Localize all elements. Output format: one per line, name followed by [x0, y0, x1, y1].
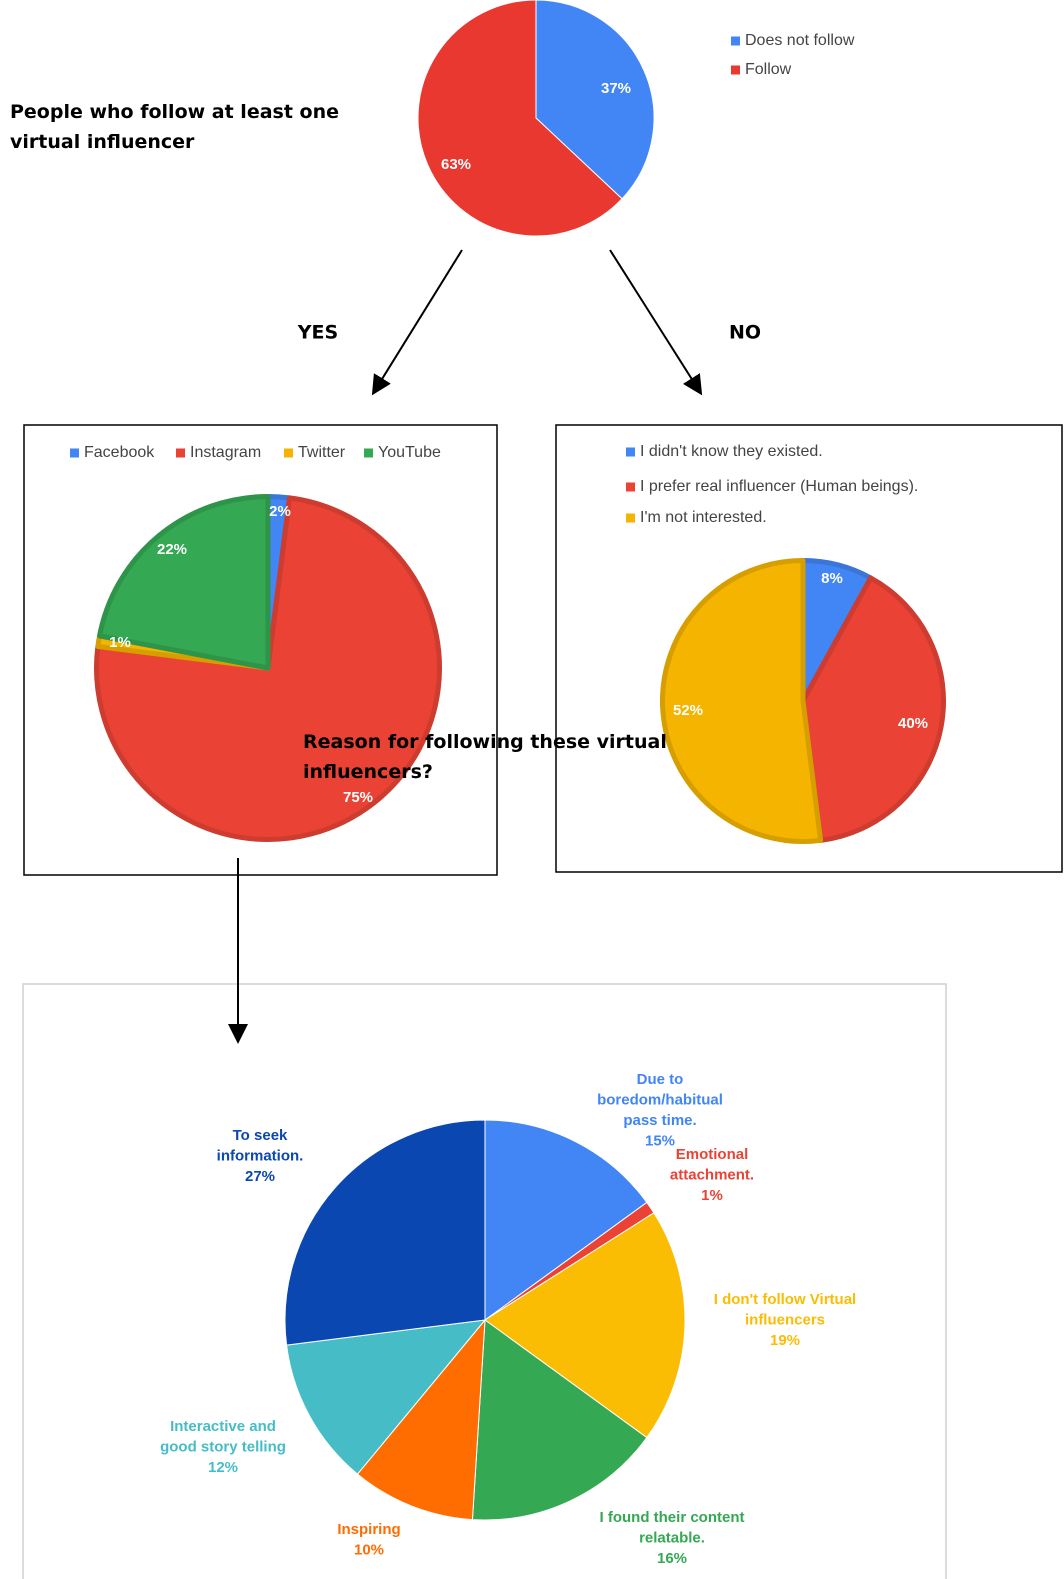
pie-slice [800, 575, 946, 843]
annotation: YES [297, 322, 338, 344]
slice-label: 1% [109, 634, 131, 651]
slice-label: 16% [657, 1550, 687, 1567]
slice-category: Emotional attachment. [670, 1146, 754, 1184]
slice-category: I don't follow Virtual influencers [714, 1291, 856, 1329]
arrow [609, 249, 703, 396]
pie-slice [660, 558, 824, 844]
legend-label: Does not follow [745, 32, 855, 49]
legend-swatch [626, 513, 635, 523]
slice-label: 52% [673, 702, 703, 719]
slice-label: 63% [441, 156, 471, 173]
slice-label: 8% [821, 570, 843, 587]
pie-slice [484, 1212, 686, 1439]
slice-label: 75% [343, 789, 373, 806]
legend-label: I didn't know they existed. [640, 443, 823, 460]
slice-label: 2% [269, 503, 291, 520]
slice-category: To seek information. [217, 1127, 304, 1165]
pie-slice [471, 1319, 648, 1521]
legend-swatch [284, 448, 293, 458]
legend-label: Twitter [298, 444, 346, 461]
legend-label: I'm not interested. [640, 509, 767, 526]
annotation: NO [729, 322, 761, 344]
pie-slice [286, 1319, 486, 1475]
chart-title: Reason for following these virtual influe… [303, 731, 667, 783]
legend-swatch [626, 482, 635, 492]
pie-slice [417, 0, 623, 237]
slice-category: Due to boredom/habitual pass time. [597, 1071, 723, 1129]
legend-swatch [70, 448, 79, 458]
pie-slice [357, 1319, 486, 1521]
slice-category: I found their content relatable. [600, 1509, 745, 1547]
slice-category: Interactive and good story telling [160, 1418, 286, 1456]
slice-label: 27% [245, 1168, 275, 1185]
legend-label: I prefer real influencer (Human beings). [640, 478, 918, 495]
pie-slice [535, 0, 655, 200]
slice-label: 40% [898, 715, 928, 732]
slice-label: 1% [701, 1187, 723, 1204]
legend-swatch [731, 65, 740, 75]
slice-label: 10% [354, 1541, 384, 1558]
pie-slice [284, 1119, 486, 1346]
legend-swatch [731, 36, 740, 46]
slice-label: 19% [770, 1332, 800, 1349]
legend-label: Instagram [190, 444, 261, 461]
slice-label: 37% [601, 80, 631, 97]
legend-label: Follow [745, 61, 792, 78]
legend-swatch [626, 447, 635, 457]
arrow [371, 249, 463, 396]
legend-label: YouTube [378, 444, 441, 461]
slice-label: 12% [208, 1459, 238, 1476]
slice-category: Inspiring [337, 1521, 400, 1538]
slice-label: 22% [157, 541, 187, 558]
chart-title: People who follow at least one virtual in… [10, 101, 339, 153]
pie-slice [97, 494, 271, 671]
slice-label: 15% [645, 1132, 675, 1149]
frame [22, 983, 947, 1579]
pie-slice [484, 1119, 648, 1321]
legend-swatch [364, 448, 373, 458]
frame [23, 424, 498, 876]
legend-swatch [176, 448, 185, 458]
legend-label: Facebook [84, 444, 155, 461]
frame [555, 424, 1063, 873]
